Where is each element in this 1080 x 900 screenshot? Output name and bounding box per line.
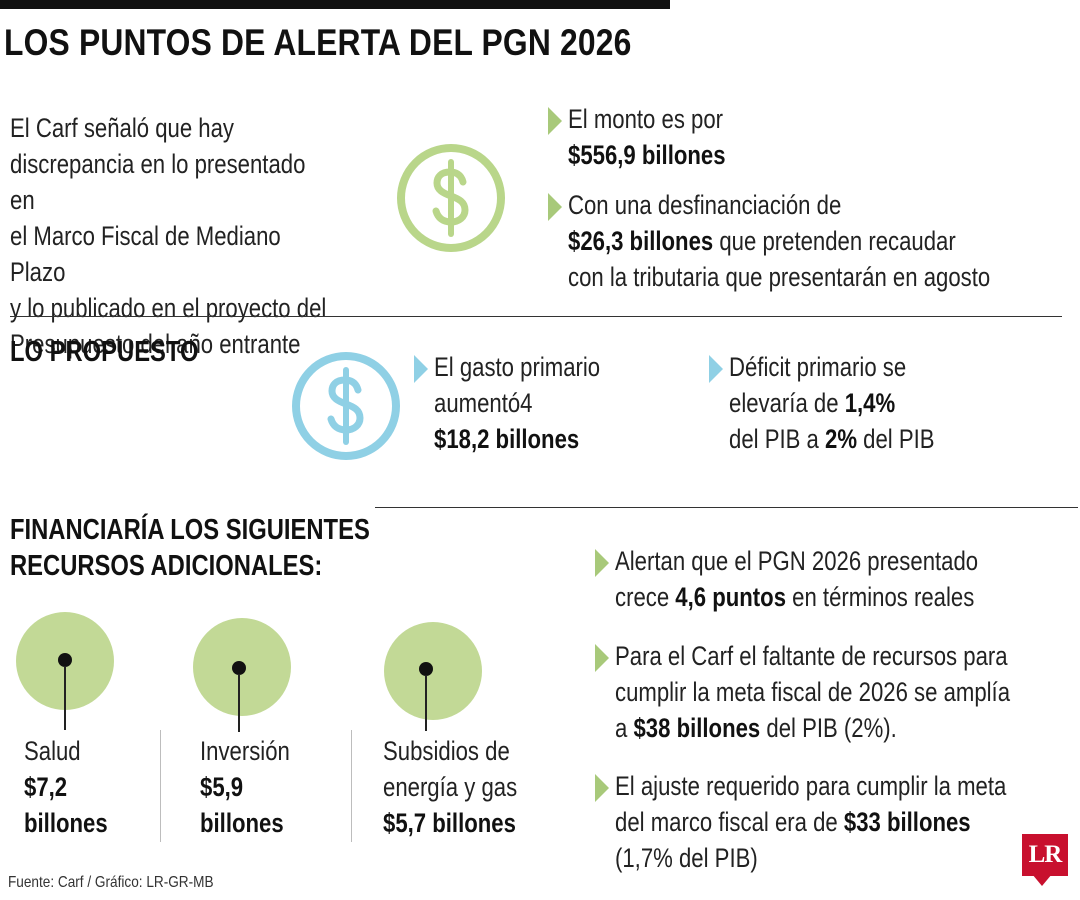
resource-stem [425, 675, 427, 731]
bullet-text: Déficit primario se [729, 352, 907, 382]
resource-value: $5,9 [200, 772, 244, 802]
bullet-alert-ajuste: El ajuste requerido para cumplir la meta… [595, 768, 1080, 876]
bullet-text: Para el Carf el faltante de recursos par… [615, 641, 1008, 671]
bullet-value: 4,6 puntos [675, 582, 787, 612]
bullet-text: del marco fiscal era de [615, 807, 844, 837]
triangle-right-icon [595, 549, 609, 577]
lr-logo: LR [1022, 834, 1068, 876]
bullet-text: que pretenden recaudar [713, 226, 956, 256]
bullet-text: (1,7% del PIB) [615, 843, 758, 873]
bullet-desfinanciacion: Con una desfinanciación de $26,3 billone… [548, 187, 1080, 295]
bullet-text: del PIB a [729, 424, 826, 454]
bullet-text: El monto es por [568, 104, 724, 134]
triangle-right-icon [414, 355, 428, 383]
divider [10, 316, 1062, 317]
bullet-alert-faltante: Para el Carf el faltante de recursos par… [595, 638, 1080, 746]
bullet-value: $38 billones [633, 713, 761, 743]
heading-line: FINANCIARÍA LOS SIGUIENTES [10, 514, 370, 546]
bullet-text: en términos reales [786, 582, 975, 612]
resource-dot [232, 661, 246, 675]
resource-dot [58, 653, 72, 667]
triangle-right-icon [548, 193, 562, 221]
bullet-value: $556,9 billones [568, 140, 726, 170]
separator [160, 730, 161, 842]
intro-line: y lo publicado en el proyecto del [10, 293, 327, 323]
bullet-text: aumentó4 [434, 388, 533, 418]
bullet-text: elevaría de [729, 388, 845, 418]
intro-line: Presupuesto del año entrante [10, 329, 301, 359]
dollar-coin-icon [292, 352, 400, 460]
bullet-text: con la tributaria que presentarán en ago… [568, 262, 991, 292]
page-title: LOS PUNTOS DE ALERTA DEL PGN 2026 [4, 22, 632, 63]
top-rule [0, 0, 670, 9]
bullet-value: $18,2 billones [434, 424, 580, 454]
section-heading-financiaria: FINANCIARÍA LOS SIGUIENTES RECURSOS ADIC… [10, 512, 370, 584]
resource-salud: Salud $7,2 billones [24, 733, 108, 841]
heading-line: RECURSOS ADICIONALES: [10, 550, 323, 582]
resource-value: $5,7 billones [383, 808, 516, 838]
bullet-text: cumplir la meta fiscal de 2026 se amplía [615, 677, 1011, 707]
resource-circle [384, 622, 482, 720]
bullet-text: El ajuste requerido para cumplir la meta [615, 771, 1007, 801]
intro-line: El Carf señaló que hay [10, 113, 235, 143]
bullet-gasto-primario: El gasto primario aumentó4 $18,2 billone… [414, 349, 637, 457]
triangle-right-icon [595, 644, 609, 672]
intro-line: discrepancia en lo presentado en [10, 149, 306, 215]
resource-stem [238, 674, 240, 732]
lr-logo-tail [1032, 874, 1052, 886]
separator [351, 730, 352, 842]
bullet-text: Con una desfinanciación de [568, 190, 842, 220]
bullet-alert-crece: Alertan que el PGN 2026 presentado crece… [595, 543, 1058, 615]
resource-subsidios: Subsidios de energía y gas $5,7 billones [383, 733, 517, 841]
resource-label: Salud [24, 736, 81, 766]
bullet-monto: El monto es por $556,9 billones [548, 101, 760, 173]
resource-value: $7,2 [24, 772, 68, 802]
resource-inversion: Inversión $5,9 billones [200, 733, 290, 841]
triangle-right-icon [595, 774, 609, 802]
source-credit: Fuente: Carf / Gráfico: LR-GR-MB [8, 874, 214, 891]
bullet-text: del PIB (2%). [760, 713, 897, 743]
bullet-text: del PIB [857, 424, 935, 454]
resource-stem [64, 666, 66, 730]
resource-label: Inversión [200, 736, 290, 766]
bullet-text: crece [615, 582, 676, 612]
bullet-text: a [615, 713, 634, 743]
intro-paragraph: El Carf señaló que hay discrepancia en l… [10, 110, 330, 362]
resource-value: billones [200, 808, 284, 838]
dollar-coin-icon [397, 144, 505, 252]
resource-value: billones [24, 808, 108, 838]
bullet-text: El gasto primario [434, 352, 601, 382]
bullet-text: Alertan que el PGN 2026 presentado [615, 546, 979, 576]
resource-label: energía y gas [383, 772, 518, 802]
triangle-right-icon [548, 107, 562, 135]
resource-label: Subsidios de [383, 736, 510, 766]
bullet-value: $33 billones [843, 807, 971, 837]
divider [375, 507, 1078, 508]
bullet-value: $26,3 billones [568, 226, 714, 256]
bullet-value: 2% [825, 424, 858, 454]
bullet-deficit: Déficit primario se elevaría de 1,4% del… [709, 349, 980, 457]
triangle-right-icon [709, 355, 723, 383]
resource-dot [419, 662, 433, 676]
bullet-value: 1,4% [844, 388, 896, 418]
intro-line: el Marco Fiscal de Mediano Plazo [10, 221, 281, 287]
section-heading-propuesto: LO PROPUESTO [10, 336, 199, 368]
